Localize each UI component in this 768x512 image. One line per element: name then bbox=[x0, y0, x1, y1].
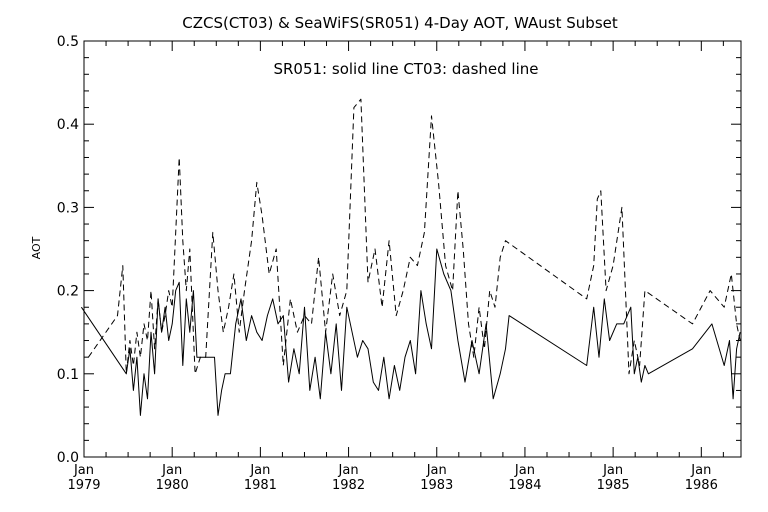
x-tick-year-label: 1980 bbox=[156, 478, 189, 493]
y-tick-label: 0.4 bbox=[57, 117, 79, 133]
chart-title: CZCS(CT03) & SeaWiFS(SR051) 4-Day AOT, W… bbox=[182, 14, 618, 32]
series-layer bbox=[80, 98, 741, 416]
series-style-annotation: SR051: solid line CT03: dashed line bbox=[273, 60, 538, 78]
x-tick-month-label: Jan bbox=[602, 463, 623, 478]
axes-layer: 0.00.10.20.30.40.5Jan1979Jan1980Jan1981J… bbox=[57, 34, 742, 493]
x-tick-year-label: 1984 bbox=[508, 478, 541, 493]
series-line-sr051 bbox=[80, 248, 741, 416]
x-tick-year-label: 1982 bbox=[332, 478, 365, 493]
y-tick-label: 0.3 bbox=[57, 200, 79, 216]
x-tick-year-label: 1981 bbox=[244, 478, 277, 493]
x-tick-month-label: Jan bbox=[161, 463, 182, 478]
y-tick-label: 0.0 bbox=[57, 450, 79, 466]
y-tick-label: 0.5 bbox=[57, 34, 79, 50]
y-tick-label: 0.1 bbox=[57, 367, 79, 383]
x-tick-month-label: Jan bbox=[426, 463, 447, 478]
series-line-ct03 bbox=[87, 98, 741, 375]
x-tick-month-label: Jan bbox=[249, 463, 270, 478]
x-tick-month-label: Jan bbox=[73, 463, 94, 478]
x-tick-month-label: Jan bbox=[514, 463, 535, 478]
x-tick-year-label: 1985 bbox=[597, 478, 630, 493]
plot-frame bbox=[83, 40, 742, 458]
x-tick-year-label: 1986 bbox=[685, 478, 718, 493]
y-tick-label: 0.2 bbox=[57, 284, 79, 300]
x-tick-month-label: Jan bbox=[338, 463, 359, 478]
x-tick-year-label: 1983 bbox=[420, 478, 453, 493]
x-tick-year-label: 1979 bbox=[67, 478, 100, 493]
x-tick-month-label: Jan bbox=[690, 463, 711, 478]
y-axis-title: AOT bbox=[30, 236, 43, 259]
